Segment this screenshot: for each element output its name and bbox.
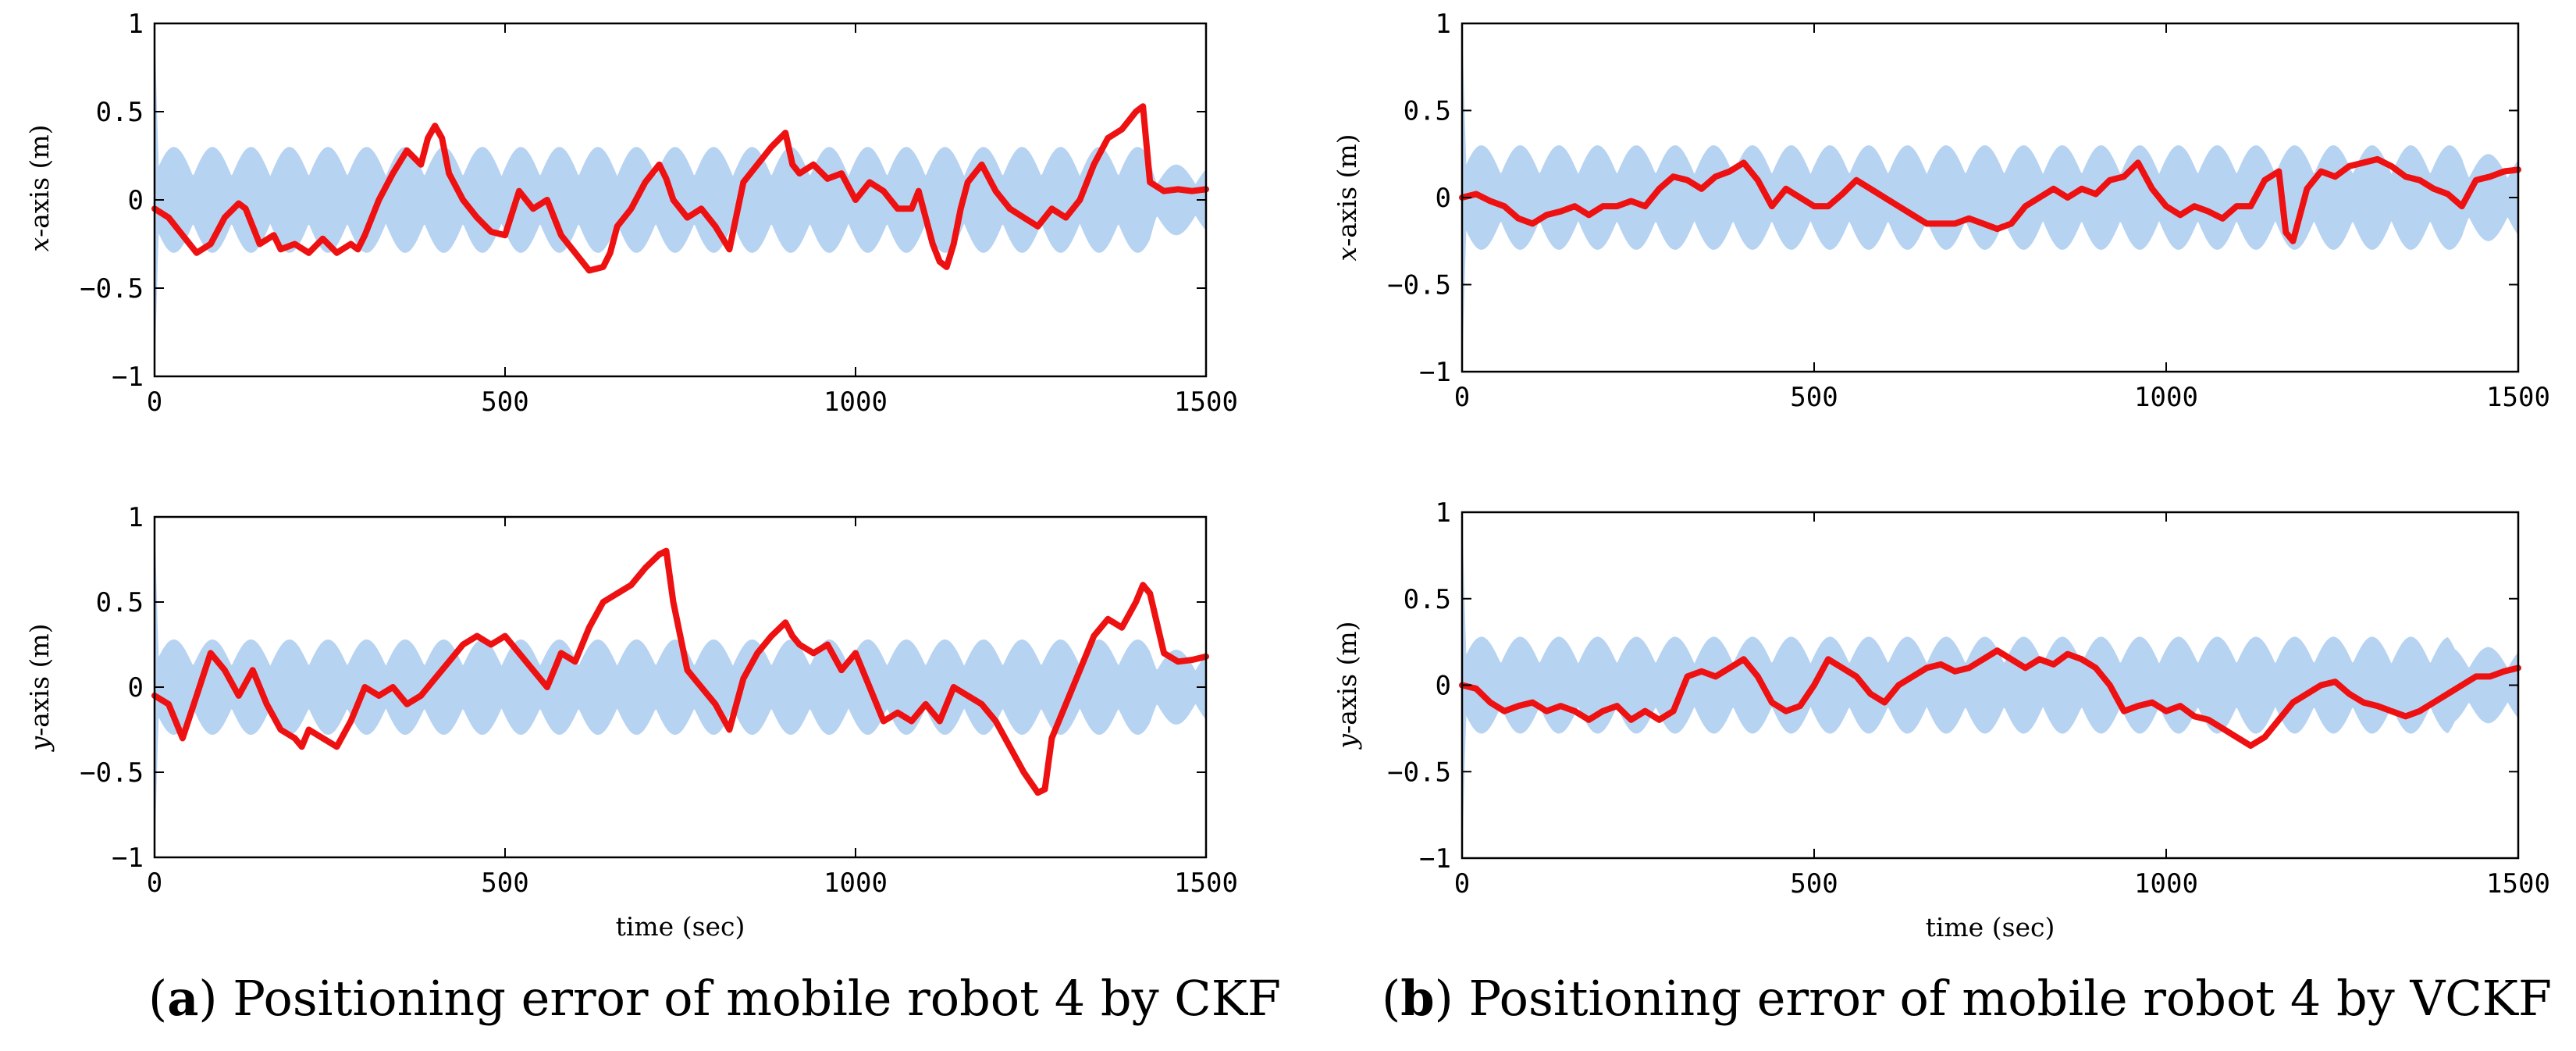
y-tick-label: 0.5 — [1404, 584, 1451, 615]
x-tick-label: 1000 — [2134, 868, 2198, 900]
y-axis-label-rest: -axis (m) — [1332, 134, 1362, 246]
y-axis-label-var: x — [1332, 247, 1362, 262]
y-axis-label-var: x — [24, 237, 55, 252]
error-bound-band — [1462, 23, 2518, 372]
y-tick-label: −0.5 — [1387, 270, 1451, 301]
y-tick-label: 1 — [1436, 9, 1451, 40]
x-tick-label: 1000 — [824, 868, 888, 899]
x-tick-label: 1500 — [1174, 868, 1238, 899]
y-tick-label: −0.5 — [1387, 757, 1451, 788]
caption-b-open-paren: ( — [1382, 970, 1400, 1027]
y-tick-label: 0 — [1436, 183, 1451, 214]
y-tick-label: −1 — [1419, 357, 1451, 388]
y-tick-label: −1 — [1419, 843, 1451, 875]
error-line — [151, 547, 1209, 796]
y-tick-label: 1 — [128, 502, 144, 533]
y-axis-label-rest: -axis (m) — [1332, 621, 1362, 733]
caption-b-text: Positioning error of mobile robot 4 by V… — [1468, 970, 2552, 1027]
y-axis-label-var: y — [1332, 734, 1362, 750]
y-axis-label-var: y — [24, 736, 55, 753]
plot-a-x: 0 500 1000 1500 −1 −0.5 0 0.5 1 x-axis (m) — [24, 9, 1238, 418]
y-axis-label-rest: -axis (m) — [24, 623, 55, 736]
caption-b: (b) Positioning error of mobile robot 4 … — [1382, 970, 2552, 1027]
y-tick-label: 0.5 — [96, 97, 144, 128]
error-bound-band — [155, 517, 1206, 857]
y-tick-label: −1 — [112, 362, 144, 393]
y-tick-label: 0 — [128, 185, 144, 216]
y-tick-label: 0 — [1436, 671, 1451, 702]
x-tick-label: 1000 — [2134, 382, 2198, 413]
x-tick-label: 1000 — [824, 387, 888, 418]
y-tick-label: −0.5 — [80, 273, 144, 305]
error-line — [151, 103, 1209, 274]
plot-b-y: 0 500 1000 1500 −1 −0.5 0 0.5 1 y-axis (m) time (s… — [1332, 497, 2550, 942]
x-tick-label: 500 — [481, 387, 528, 418]
x-tick-label: 1500 — [2486, 382, 2550, 413]
x-tick-label: 1500 — [2486, 868, 2550, 900]
x-tick-label: 0 — [147, 868, 162, 899]
error-bound-band — [155, 23, 1206, 376]
y-tick-label: 0.5 — [96, 587, 144, 618]
y-tick-label: 0.5 — [1404, 96, 1451, 127]
y-axis-label-rest: -axis (m) — [24, 124, 55, 237]
y-axis-label: x-axis (m) — [24, 124, 55, 251]
x-tick-label: 0 — [1454, 868, 1470, 900]
y-tick-label: 1 — [1436, 497, 1451, 529]
x-tick-label: 1500 — [1174, 387, 1238, 418]
x-axis-label: time (sec) — [1926, 912, 2055, 942]
x-tick-label: 500 — [1790, 382, 1838, 413]
caption-a-open-paren: ( — [148, 970, 167, 1027]
error-bound-band — [1462, 512, 2518, 858]
y-axis-label: x-axis (m) — [1332, 134, 1362, 261]
y-axis-label: y-axis (m) — [1332, 621, 1362, 750]
plot-b-x: 0 500 1000 1500 −1 −0.5 0 0.5 1 x-axis (m) — [1332, 9, 2550, 413]
caption-b-letter: b — [1400, 970, 1434, 1027]
y-tick-label: 0 — [128, 672, 144, 704]
plot-a-y: 0 500 1000 1500 −1 −0.5 0 0.5 1 y-axis (m) time (s… — [24, 502, 1238, 942]
x-tick-label: 0 — [147, 387, 162, 418]
caption-a-text: Positioning error of mobile robot 4 by C… — [233, 970, 1281, 1027]
y-tick-label: −0.5 — [80, 757, 144, 789]
y-axis-label: y-axis (m) — [24, 623, 55, 752]
x-tick-label: 500 — [1790, 868, 1838, 900]
y-tick-label: −1 — [112, 843, 144, 874]
caption-a: (a) Positioning error of mobile robot 4 … — [148, 970, 1281, 1027]
x-tick-label: 0 — [1454, 382, 1470, 413]
error-line — [1459, 155, 2521, 244]
x-tick-label: 500 — [481, 868, 528, 899]
caption-a-letter: a — [167, 970, 198, 1027]
x-axis-label: time (sec) — [616, 911, 745, 942]
caption-a-close-paren: ) — [198, 970, 233, 1027]
error-line — [1459, 647, 2521, 749]
y-tick-label: 1 — [128, 9, 144, 40]
caption-b-close-paren: ) — [1435, 970, 1469, 1027]
